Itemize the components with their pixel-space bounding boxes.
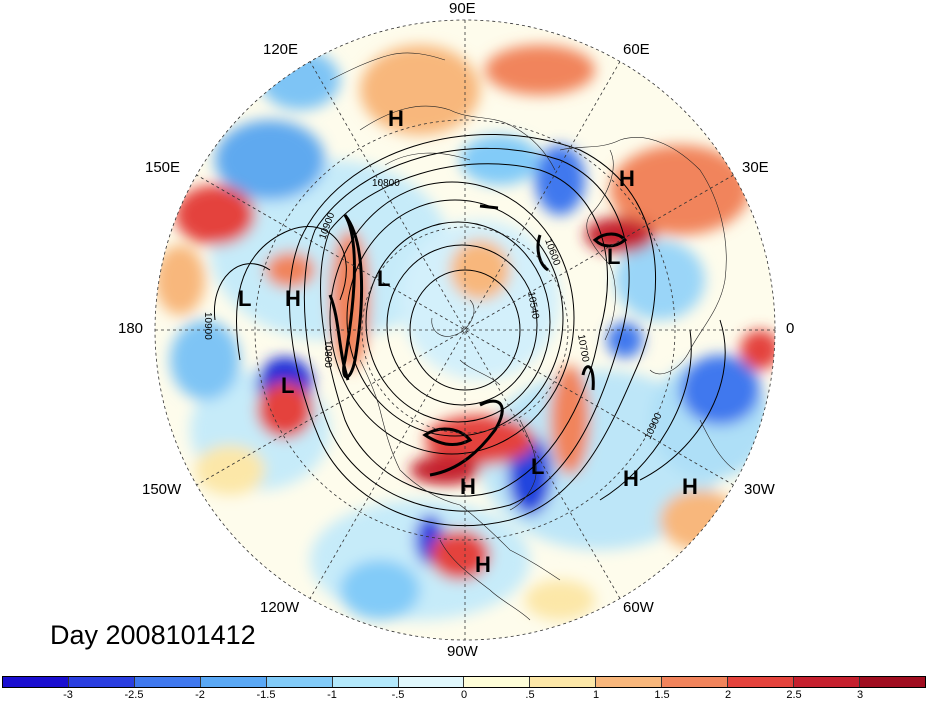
colorbar-segment xyxy=(464,677,531,687)
colorbar-segment xyxy=(859,677,925,687)
colorbar-tick-label: -2 xyxy=(195,689,205,701)
pressure-centers: H H L L H L L L H H H H xyxy=(238,106,698,577)
colorbar-tick-label: 0 xyxy=(460,689,468,701)
contour-label: 10800 xyxy=(322,340,333,368)
contour-label: 10900 xyxy=(202,312,213,340)
colorbar-tick-label: -1.5 xyxy=(256,689,276,701)
colorbar-tick-label: 1 xyxy=(592,689,600,701)
low-north-sea-label: L xyxy=(607,244,620,269)
high-mexico-label: H xyxy=(475,552,491,577)
colorbar-segment xyxy=(728,677,795,687)
contour-label: 10540 xyxy=(525,291,541,321)
colorbar-tick-label: .5 xyxy=(525,689,535,701)
contour-label: 10800 xyxy=(372,178,400,189)
colorbar-segment xyxy=(332,677,399,687)
colorbar-segment xyxy=(398,677,465,687)
colorbar-tick-label: 3 xyxy=(856,689,864,701)
lon-label-30w: 30W xyxy=(744,481,775,498)
colorbar-tick-label: 2.5 xyxy=(786,689,802,701)
high-central-asia-label: H xyxy=(388,106,404,131)
colorbar-tick-label: -.5 xyxy=(391,689,405,701)
lon-label-120e: 120E xyxy=(263,41,299,58)
high-europe-north-label: H xyxy=(619,166,635,191)
high-east-atlantic-label: H xyxy=(682,474,698,499)
colorbar-segment xyxy=(134,677,201,687)
high-central-atlantic-label: H xyxy=(623,466,639,491)
colorbar-segment xyxy=(266,677,333,687)
colorbar-tick-label: -3 xyxy=(63,689,73,701)
lon-label-90w: 90W xyxy=(447,643,478,660)
lon-label-30e: 30E xyxy=(742,159,769,176)
colorbar-tick-label: -2.5 xyxy=(124,689,144,701)
graticule xyxy=(155,20,775,640)
anomaly-field: 10800 10900 10600 10540 10700 10800 1090… xyxy=(155,20,775,640)
page-title: Day 2008101412 xyxy=(50,620,256,650)
height-contours xyxy=(213,133,726,527)
lon-label-150w: 150W xyxy=(142,481,182,498)
low-gulf-alaska-label: L xyxy=(281,373,294,398)
lon-label-180: 180 xyxy=(118,320,144,337)
colorbar-segment xyxy=(530,677,597,687)
high-central-us-label: H xyxy=(460,474,476,499)
lon-label-60e: 60E xyxy=(623,41,650,58)
colorbar-segment xyxy=(200,677,267,687)
low-west-pacific-label: L xyxy=(238,286,251,311)
lon-label-60w: 60W xyxy=(623,599,654,616)
lon-label-0: 0 xyxy=(786,320,795,337)
colorbar-tick-label: 2 xyxy=(724,689,732,701)
colorbar-segment xyxy=(68,677,135,687)
low-kamchatka-label: L xyxy=(377,266,390,291)
lon-label-90e: 90E xyxy=(449,0,476,17)
lon-label-120w: 120W xyxy=(260,599,300,616)
colorbar xyxy=(2,676,926,688)
low-nw-atlantic-label: L xyxy=(531,454,544,479)
map-boundary xyxy=(154,19,776,641)
colorbar-tick-label: 1.5 xyxy=(654,689,670,701)
colorbar-segment xyxy=(662,677,729,687)
colorbar-tick-label: -1 xyxy=(327,689,337,701)
colorbar-segment xyxy=(596,677,663,687)
colorbar-segment xyxy=(3,677,69,687)
contour-label: 10700 xyxy=(575,334,591,364)
high-bering-label: H xyxy=(285,286,301,311)
colorbar-segment xyxy=(794,677,860,687)
lon-label-150e: 150E xyxy=(145,159,181,176)
